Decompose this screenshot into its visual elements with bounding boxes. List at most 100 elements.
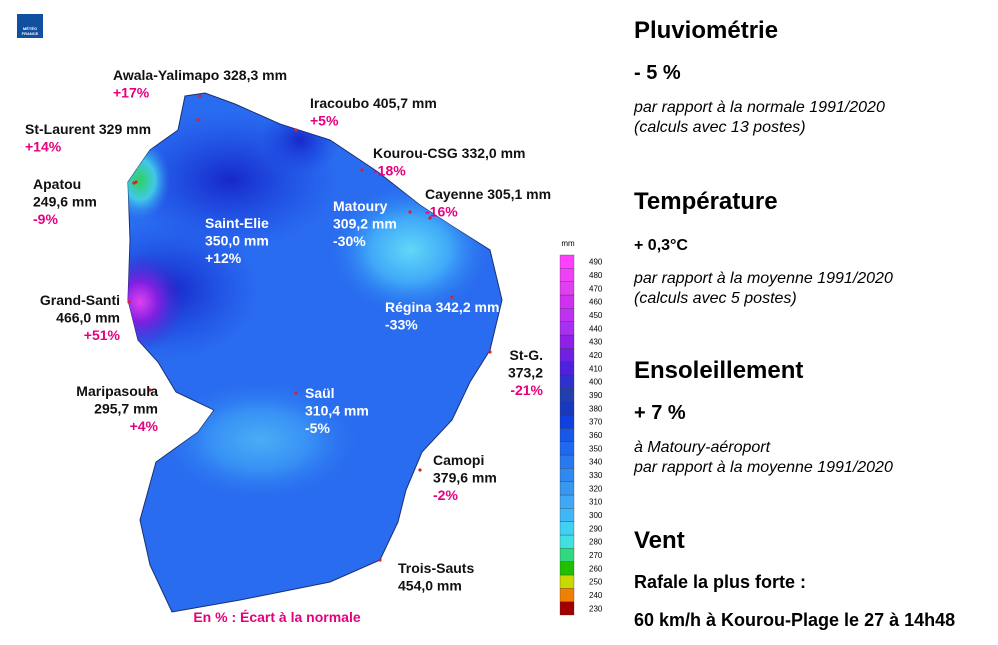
scale-swatch <box>559 601 575 616</box>
station-anomaly: -5% <box>305 420 330 436</box>
station-dot <box>127 300 131 304</box>
station-anomaly: -33% <box>385 317 418 333</box>
station-label: Cayenne 305,1 mm <box>425 186 551 202</box>
station-dot <box>360 168 364 172</box>
station-label: Saül <box>305 385 335 401</box>
scale-swatch <box>559 428 575 442</box>
station-label: Saint-Elie <box>205 215 269 231</box>
scale-swatch <box>559 281 575 296</box>
scale-swatch <box>559 388 575 402</box>
scale-label: 310 <box>589 498 603 507</box>
station-anomaly: -21% <box>510 382 543 398</box>
map <box>127 92 503 613</box>
scale-swatch <box>559 588 575 602</box>
station-dot <box>148 388 152 392</box>
logo: MÉTÉO FRANCE <box>17 14 43 38</box>
scale-swatch <box>559 308 575 322</box>
section-note: à Matoury-aéroport <box>634 439 771 456</box>
scale-swatch <box>559 534 575 549</box>
scale-label: 270 <box>589 551 603 560</box>
station-label: St-Laurent 329 mm <box>25 121 151 137</box>
scale-label: 480 <box>589 271 603 280</box>
station-dot <box>294 391 298 395</box>
scale-label: 400 <box>589 378 603 387</box>
station-anomaly: +51% <box>84 327 121 343</box>
scale-swatch <box>559 414 575 429</box>
station-dot <box>488 350 492 354</box>
scale-label: 440 <box>589 324 603 333</box>
scale-label: 260 <box>589 564 603 573</box>
station-label: 350,0 mm <box>205 233 269 249</box>
section-title: Vent <box>634 527 685 554</box>
scale-label: 450 <box>589 311 603 320</box>
scale-label: 420 <box>589 351 603 360</box>
station-label: Trois-Sauts <box>398 560 474 576</box>
scale-swatch <box>559 401 575 416</box>
station-label: 454,0 mm <box>398 578 462 594</box>
scale-label: 390 <box>589 391 603 400</box>
scale-swatch <box>559 481 575 496</box>
station-dot <box>378 558 382 562</box>
color-scale: mm 230 240 250 260 270 280 290 300 310 320 330 340 3… <box>559 239 603 616</box>
section-note: par rapport à la moyenne 1991/2020 <box>633 459 893 476</box>
station-label: Kourou-CSG 332,0 mm <box>373 145 525 161</box>
scale-swatch <box>559 321 575 336</box>
station-dot <box>418 468 422 472</box>
scale-swatch <box>559 254 575 269</box>
logo-text: FRANCE <box>22 31 39 36</box>
station-label: Camopi <box>433 452 484 468</box>
summary-panel: Pluviométrie - 5 % par rapport à la normal… <box>633 17 955 630</box>
station-label: 309,2 mm <box>333 216 397 232</box>
scale-swatch <box>559 521 575 536</box>
section-value: - 5 % <box>634 62 681 84</box>
scale-swatch <box>559 574 575 589</box>
station-dot <box>294 128 298 132</box>
station-dot <box>198 94 202 98</box>
scale-swatch <box>559 548 575 562</box>
station-label: Régina 342,2 mm <box>385 299 499 315</box>
station-anomaly: -16% <box>425 204 458 220</box>
logo-box <box>17 14 43 38</box>
scale-label: 320 <box>589 484 603 493</box>
scale-swatch <box>559 441 575 456</box>
map-note: En % : Écart à la normale <box>193 609 360 625</box>
scale-swatch <box>559 268 575 282</box>
scale-swatch <box>559 361 575 376</box>
section-note: (calculs avec 5 postes) <box>634 290 797 307</box>
station-label: 249,6 mm <box>33 194 97 210</box>
scale-label: 340 <box>589 458 603 467</box>
section-note: (calculs avec 13 postes) <box>634 119 806 136</box>
station-label: 379,6 mm <box>433 470 497 486</box>
scale-label: 240 <box>589 591 603 600</box>
station-dot <box>132 181 136 185</box>
station-dot <box>196 118 200 122</box>
section-note: par rapport à la normale 1991/2020 <box>633 99 885 116</box>
scale-swatch <box>559 294 575 309</box>
station-label: Awala-Yalimapo 328,3 mm <box>113 67 287 83</box>
station-anomaly: +5% <box>310 113 339 129</box>
station-anomaly: +17% <box>113 85 150 101</box>
station-label: Apatou <box>33 176 81 192</box>
station-anomaly: +14% <box>25 139 62 155</box>
scale-label: 460 <box>589 298 603 307</box>
station-anomaly: -2% <box>433 487 458 503</box>
section-title: Pluviométrie <box>634 17 778 44</box>
scale-swatch <box>559 454 575 469</box>
stations: Awala-Yalimapo 328,3 mm +17% Iracoubo 405,… <box>25 67 551 594</box>
scale-swatch <box>559 494 575 509</box>
scale-label: 290 <box>589 524 603 533</box>
station-anomaly: -9% <box>33 211 58 227</box>
scale-swatch <box>559 468 575 482</box>
station-dot <box>428 216 432 220</box>
station-label: 310,4 mm <box>305 403 369 419</box>
scale-label: 300 <box>589 511 603 520</box>
section-value: + 7 % <box>634 402 686 424</box>
station-label: Maripasoula <box>76 383 158 399</box>
station-anomaly: +4% <box>130 418 159 434</box>
scale-label: 230 <box>589 604 603 613</box>
station-label: 466,0 mm <box>56 310 120 326</box>
scale-swatch <box>559 561 575 576</box>
station-label: Iracoubo 405,7 mm <box>310 95 437 111</box>
station-anomaly: -30% <box>333 233 366 249</box>
